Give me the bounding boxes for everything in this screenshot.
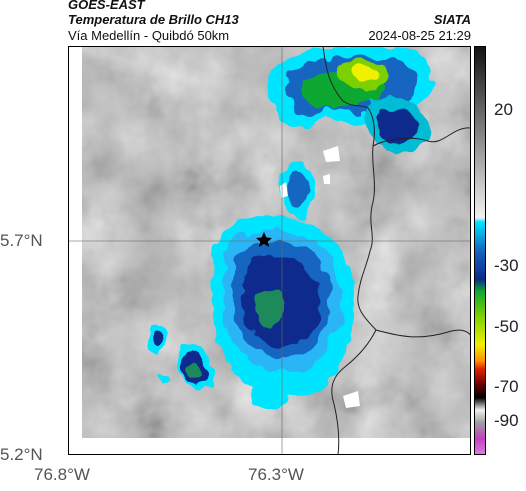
satellite-map bbox=[68, 46, 471, 455]
map-border bbox=[68, 46, 471, 455]
product-title: Temperatura de Brillo CH13 bbox=[68, 12, 239, 27]
colorbar bbox=[474, 46, 486, 455]
colorbar-tick-label: -30 bbox=[494, 256, 519, 275]
boundary-lines bbox=[322, 46, 471, 455]
colorbar-tick-label: -90 bbox=[494, 411, 519, 430]
route-label: Vía Medellín - Quibdó 50km bbox=[68, 28, 230, 43]
location-star-marker bbox=[256, 232, 272, 247]
cold-cloud-cells bbox=[146, 46, 433, 410]
colorbar-tick-label: -50 bbox=[494, 317, 519, 336]
organization-label: SIATA bbox=[433, 12, 471, 27]
gridlines bbox=[68, 46, 471, 455]
datetime-label: 2024-08-25 21:29 bbox=[368, 28, 471, 43]
colorbar-tick-label: 20 bbox=[494, 100, 513, 119]
x-tick-label: 76.8°W bbox=[34, 465, 90, 484]
y-tick-label: 5.2°N bbox=[0, 445, 43, 464]
colorbar-tick-label: -70 bbox=[494, 377, 519, 396]
satellite-title: GOES-EAST bbox=[68, 0, 145, 12]
y-tick-label: 5.7°N bbox=[0, 231, 43, 250]
x-tick-label: 76.3°W bbox=[248, 465, 304, 484]
